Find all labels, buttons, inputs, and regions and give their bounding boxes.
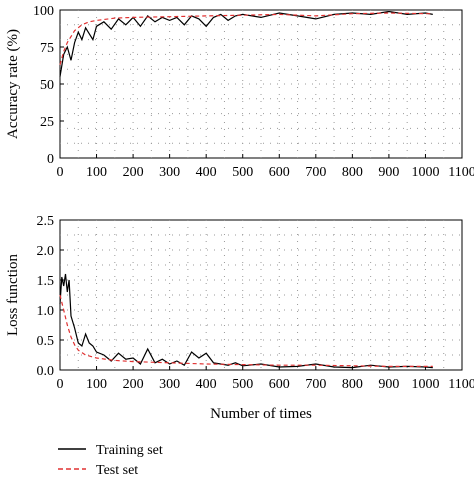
loss-x-tick-label: 600 — [269, 377, 290, 392]
accuracy-chart: 0 25 50 75 100 0 100 200 300 400 500 600 700 800 900 1… — [5, 4, 474, 180]
loss-y-ticks: 0.0 0.5 1.0 1.5 2.0 2.5 — [37, 214, 64, 379]
loss-x-tick-label: 0 — [57, 377, 64, 392]
legend-label-test: Test set — [96, 463, 138, 478]
accuracy-x-tick-label: 600 — [269, 165, 290, 180]
accuracy-x-tick-label: 200 — [123, 165, 144, 180]
loss-x-axis-label: Number of times — [210, 406, 312, 422]
loss-y-tick-label: 2.5 — [37, 214, 55, 229]
loss-x-tick-label: 800 — [342, 377, 363, 392]
accuracy-x-tick-label: 400 — [196, 165, 217, 180]
accuracy-plot-frame — [59, 9, 463, 159]
loss-y-tick-label: 0.5 — [37, 334, 55, 349]
accuracy-series — [59, 10, 433, 77]
loss-x-tick-label: 700 — [305, 377, 326, 392]
loss-plot-frame — [59, 219, 463, 371]
loss-x-tick-label: 1000 — [411, 377, 439, 392]
accuracy-y-axis-label: Accuracy rate (%) — [5, 29, 21, 139]
loss-grid — [60, 220, 462, 370]
accuracy-x-tick-label: 300 — [159, 165, 180, 180]
loss-x-tick-label: 500 — [232, 377, 253, 392]
accuracy-x-tick-label: 0 — [57, 165, 64, 180]
accuracy-y-tick-label: 0 — [47, 152, 54, 167]
accuracy-x-ticks: 0 100 200 300 400 500 600 700 800 900 1000 1100 — [57, 154, 474, 180]
loss-x-tick-label: 200 — [123, 377, 144, 392]
accuracy-x-tick-label: 1000 — [411, 165, 439, 180]
accuracy-x-tick-label: 500 — [232, 165, 253, 180]
accuracy-training-line — [59, 10, 433, 77]
accuracy-y-ticks: 0 25 50 75 100 — [33, 4, 64, 167]
accuracy-x-tick-label: 700 — [305, 165, 326, 180]
accuracy-x-tick-label: 1100 — [448, 165, 474, 180]
accuracy-y-tick-label: 100 — [33, 4, 54, 19]
loss-y-axis-label: Loss function — [5, 253, 21, 336]
loss-x-ticks: 0 100 200 300 400 500 600 700 800 900 1000 1100 — [57, 366, 474, 392]
loss-y-tick-label: 1.0 — [37, 304, 55, 319]
accuracy-x-tick-label: 900 — [378, 165, 399, 180]
loss-y-tick-label: 0.0 — [37, 364, 55, 379]
loss-chart: 0.0 0.5 1.0 1.5 2.0 2.5 0 100 200 300 400 500 600 70… — [5, 214, 474, 422]
loss-x-tick-label: 100 — [86, 377, 107, 392]
loss-x-tick-label: 400 — [196, 377, 217, 392]
accuracy-test-line — [59, 12, 433, 65]
loss-x-tick-label: 1100 — [448, 377, 474, 392]
loss-series — [59, 273, 433, 369]
loss-x-tick-label: 900 — [378, 377, 399, 392]
legend: Training set Test set — [58, 443, 163, 478]
loss-y-tick-label: 1.5 — [37, 274, 55, 289]
accuracy-y-tick-label: 50 — [40, 78, 54, 93]
accuracy-grid — [60, 10, 462, 158]
loss-x-tick-label: 300 — [159, 377, 180, 392]
loss-y-tick-label: 2.0 — [37, 244, 55, 259]
legend-label-training: Training set — [96, 443, 163, 458]
accuracy-y-tick-label: 75 — [40, 41, 54, 56]
loss-training-line — [59, 273, 433, 369]
accuracy-x-tick-label: 100 — [86, 165, 107, 180]
accuracy-x-tick-label: 800 — [342, 165, 363, 180]
accuracy-y-tick-label: 25 — [40, 115, 54, 130]
loss-test-line — [59, 294, 433, 367]
